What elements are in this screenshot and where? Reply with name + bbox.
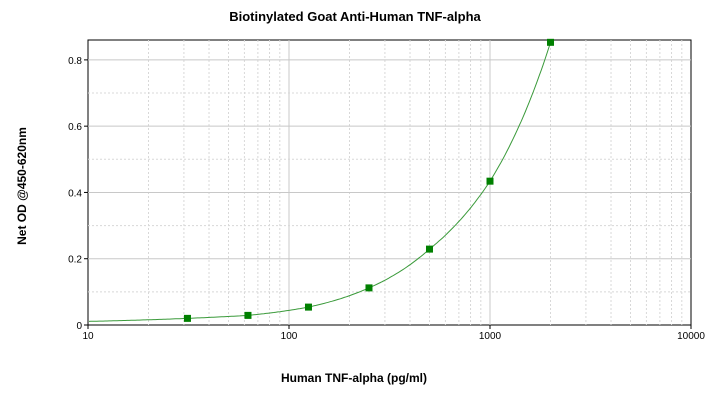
fit-curve [88, 42, 551, 322]
y-axis-title: Net OD @450-620nm [15, 127, 29, 245]
data-points [183, 38, 555, 322]
data-point [547, 38, 555, 46]
data-point [425, 245, 433, 253]
x-tick-labels: 10 100 1000 10000 [82, 331, 705, 342]
chart-title: Biotinylated Goat Anti-Human TNF-alpha [229, 9, 481, 24]
y-tick-label: 0.8 [68, 56, 82, 67]
y-tick-label: 0 [76, 321, 82, 332]
x-axis-title: Human TNF-alpha (pg/ml) [281, 371, 427, 385]
x-tick-label: 1000 [479, 331, 502, 342]
data-point [365, 284, 373, 292]
grid [88, 40, 691, 325]
x-tick-label: 10000 [677, 331, 705, 342]
y-tick-label: 0.6 [68, 122, 82, 133]
x-tick-label: 100 [281, 331, 298, 342]
data-point [244, 311, 252, 319]
y-tick-label: 0.2 [68, 255, 82, 266]
axis-ticks [84, 59, 692, 329]
data-point [183, 314, 191, 322]
data-point [304, 303, 312, 311]
plot-area [87, 39, 692, 326]
data-point [486, 177, 494, 185]
y-tick-labels: 0 0.2 0.4 0.6 0.8 [68, 56, 82, 332]
y-tick-label: 0.4 [68, 188, 82, 199]
x-tick-label: 10 [82, 331, 94, 342]
